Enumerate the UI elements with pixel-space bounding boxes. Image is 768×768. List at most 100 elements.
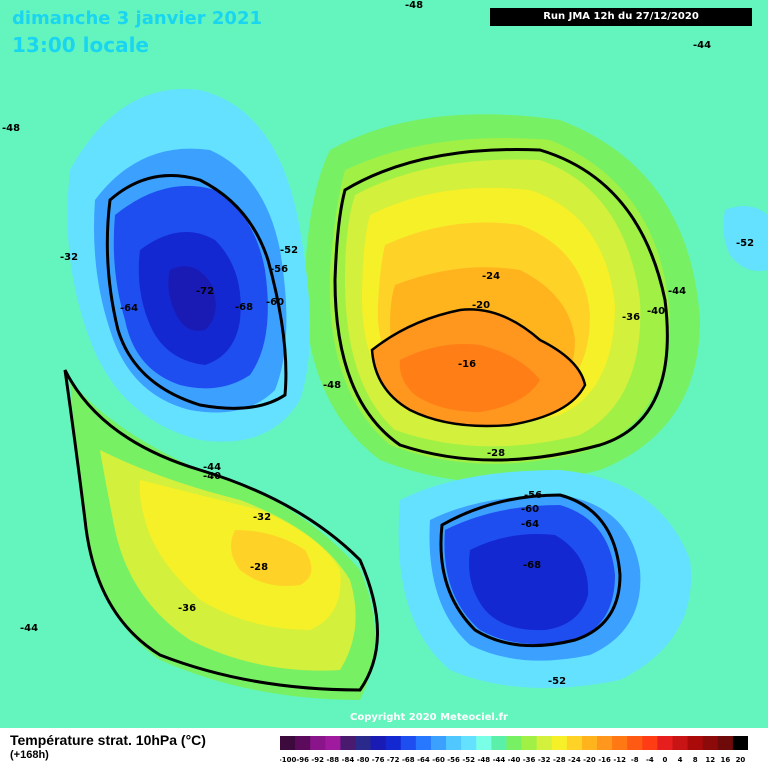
band-68-se <box>469 534 589 631</box>
contour-label: -32 <box>253 512 271 523</box>
legend-tick-label: -96 <box>296 756 309 764</box>
legend-swatch <box>325 736 341 750</box>
contour-label: -68 <box>523 560 541 571</box>
legend-swatch <box>310 736 326 750</box>
legend-swatch <box>702 736 719 750</box>
legend-swatch <box>415 736 432 750</box>
legend-swatch <box>355 736 372 750</box>
legend-swatch <box>581 736 598 750</box>
contour-label: -48 <box>405 0 423 11</box>
contour-label: -40 <box>647 306 665 317</box>
legend-tick-label: 12 <box>705 756 715 764</box>
legend-tick-label: 4 <box>678 756 683 764</box>
contour-label: -28 <box>487 448 505 459</box>
warm-outline-sw <box>63 369 379 692</box>
legend-tick-label: -32 <box>538 756 551 764</box>
legend-swatch <box>627 736 643 750</box>
run-info-badge: Run JMA 12h du 27/12/2020 <box>490 8 752 26</box>
legend-swatch <box>566 736 583 750</box>
legend-tick-label: -72 <box>387 756 400 764</box>
legend-tick-label: -48 <box>477 756 490 764</box>
legend-title: Température strat. 10hPa (°C) <box>10 732 206 748</box>
legend-tick-label: -84 <box>342 756 355 764</box>
legend-tick-label: -16 <box>598 756 611 764</box>
contour-label: -36 <box>622 312 640 323</box>
legend-swatch <box>597 736 613 750</box>
band-28-sw <box>231 530 312 586</box>
legend-tick-label: -68 <box>402 756 415 764</box>
contour-label: -24 <box>482 271 500 282</box>
legend-swatch <box>612 736 628 750</box>
legend-swatch <box>687 736 704 750</box>
legend-swatch <box>446 736 462 750</box>
legend-swatch <box>717 736 734 750</box>
contour-label: -44 <box>20 623 38 634</box>
contour-label: -60 <box>521 504 539 515</box>
contour-label: -40 <box>203 471 221 482</box>
legend-swatch <box>385 736 402 750</box>
contour-label: -48 <box>323 380 341 391</box>
warm-outline-north <box>333 148 669 462</box>
contour-label: -56 <box>524 490 542 501</box>
color-scale-legend: -100 -96 -92 -88 -84 -8 0 -76 -72 -68 -64 -60 -56 -52… <box>280 736 748 764</box>
map-time-title: 13:00 locale <box>12 33 149 57</box>
legend-forecast-hour: (+168h) <box>10 749 49 761</box>
legend-swatch <box>400 736 417 750</box>
legend-swatch <box>461 736 477 750</box>
contour-label: -36 <box>178 603 196 614</box>
legend-swatch <box>657 736 674 750</box>
map-date-title: dimanche 3 janvier 2021 <box>12 8 263 29</box>
contour-label: -52 <box>548 676 566 687</box>
contour-label: -64 <box>521 519 539 530</box>
patch-east <box>723 206 768 271</box>
legend-swatch <box>280 736 296 750</box>
contour-label: -44 <box>693 40 711 51</box>
legend-tick-label: -12 <box>613 756 626 764</box>
contour-label: -52 <box>736 238 754 249</box>
contour-label: -16 <box>458 359 476 370</box>
legend-tick-label: -8 <box>631 756 639 764</box>
contour-label: -20 <box>472 300 490 311</box>
band-12 <box>399 344 540 412</box>
legend-tick-label: 16 <box>720 756 730 764</box>
legend-swatch <box>642 736 658 750</box>
legend-swatch <box>370 736 387 750</box>
legend-swatch <box>672 736 689 750</box>
legend-swatch <box>506 736 523 750</box>
legend-tick-label: -56 <box>447 756 460 764</box>
contour-label: -48 <box>2 123 20 134</box>
contour-label: -56 <box>270 264 288 275</box>
legend-tick-label: -76 <box>372 756 385 764</box>
contour-label: -44 <box>668 286 686 297</box>
legend-tick-label: 20 <box>736 756 746 764</box>
legend-swatch <box>295 736 311 750</box>
contour-label: -64 <box>120 303 138 314</box>
legend-tick-label: 0 <box>663 756 668 764</box>
legend-tick-label: -24 <box>568 756 581 764</box>
legend-tick-label: -28 <box>553 756 566 764</box>
copyright-text: Copyright 2020 Meteociel.fr <box>350 712 508 723</box>
contour-label: -28 <box>250 562 268 573</box>
temperature-field-map: -48 -44 -48 -52 -56 -60 -64 -68 -72 -48 … <box>0 0 768 728</box>
legend-tick-label: -64 <box>417 756 430 764</box>
legend-tick-label: -40 <box>508 756 521 764</box>
contour-label: -60 <box>266 297 284 308</box>
legend-swatch <box>340 736 356 750</box>
legend-tick-label: -44 <box>493 756 506 764</box>
legend-tick-label: 8 <box>693 756 698 764</box>
legend-swatch <box>430 736 447 750</box>
legend-tick-label: -60 <box>432 756 445 764</box>
band-72 <box>168 266 216 331</box>
contour-label: -68 <box>235 302 253 313</box>
legend-tick-label: -4 <box>646 756 654 764</box>
contour-label: -72 <box>196 286 214 297</box>
legend-tick-label: -88 <box>327 756 340 764</box>
contour-label: -52 <box>280 245 298 256</box>
legend-tick-label: -92 <box>311 756 324 764</box>
legend-tick-label: -100 <box>280 756 296 764</box>
warm-outline-inner <box>370 308 587 428</box>
vortex-outline-west <box>105 174 288 410</box>
legend-tick-label: -36 <box>523 756 536 764</box>
legend-tick-label: -52 <box>462 756 475 764</box>
